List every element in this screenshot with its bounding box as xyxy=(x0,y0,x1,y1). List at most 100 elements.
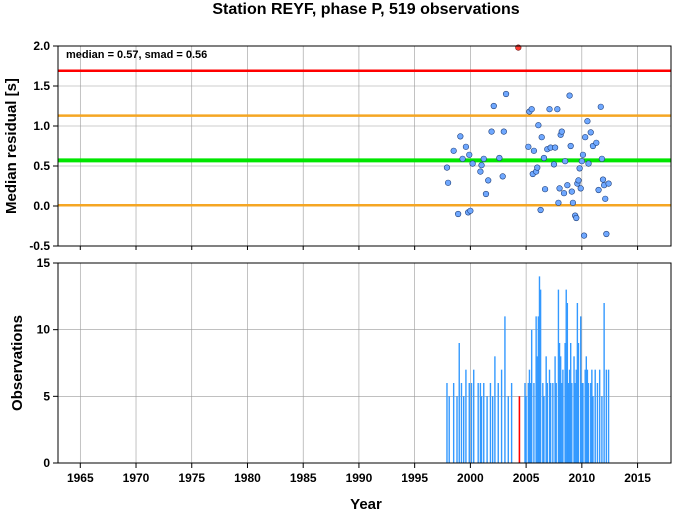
median-smad-annotation: median = 0.57, smad = 0.56 xyxy=(66,49,207,61)
y-tick-label: 5 xyxy=(43,389,50,403)
y-tick-label: 0.5 xyxy=(33,159,50,173)
y-tick-label: -0.5 xyxy=(29,239,50,253)
residual-point xyxy=(478,162,485,169)
reference-lines xyxy=(58,69,671,207)
x-tick-label: 2010 xyxy=(568,471,595,485)
observations-panel: 0 5 10 15 1965 1970 1975 1980 1985 1990 1995 2000 2… xyxy=(9,256,672,511)
year-x-ticks: 1965 1970 1975 1980 1985 1990 1995 2000 2005 2010… xyxy=(67,463,651,485)
x-tick-label: 1980 xyxy=(234,471,261,485)
residual-y-axis-label: Median residual [s] xyxy=(3,78,20,214)
residual-point xyxy=(541,186,549,193)
residual-point xyxy=(602,195,609,202)
residual-point xyxy=(578,158,585,165)
residual-point xyxy=(538,134,545,141)
observations-y-axis-label: Observations xyxy=(9,315,26,411)
figure-title: Station REYF, phase P, 519 observations xyxy=(212,1,519,18)
x-tick-label: 1975 xyxy=(178,471,205,485)
residual-point xyxy=(528,106,535,113)
residual-point xyxy=(558,128,565,135)
x-tick-label: 1985 xyxy=(290,471,317,485)
y-tick-label: 2.0 xyxy=(33,39,50,53)
residual-point xyxy=(488,128,495,135)
y-tick-label: 1.0 xyxy=(33,119,50,133)
observation-bars xyxy=(446,276,610,463)
residual-point xyxy=(567,142,574,150)
residual-point xyxy=(582,134,589,141)
residual-point xyxy=(444,179,452,186)
residual-point xyxy=(502,90,510,98)
residual-points xyxy=(443,44,612,239)
x-tick-label: 2005 xyxy=(513,471,540,485)
residual-grid xyxy=(58,45,671,247)
residual-point xyxy=(496,154,503,162)
y-tick-label: 10 xyxy=(37,323,51,337)
y-tick-label: 0.0 xyxy=(33,199,50,213)
residual-point xyxy=(560,190,568,197)
residual-point xyxy=(462,143,470,150)
residual-point xyxy=(525,143,532,150)
residual-panel-frame xyxy=(57,45,672,247)
residual-point xyxy=(469,160,476,167)
residual-point xyxy=(556,185,563,192)
residual-point xyxy=(597,103,604,110)
y-tick-label: 0 xyxy=(43,456,50,470)
x-tick-label: 2015 xyxy=(624,471,651,485)
residual-point xyxy=(499,173,506,180)
residual-point xyxy=(485,177,492,184)
residual-point xyxy=(482,190,490,198)
residual-point xyxy=(459,155,466,162)
residual-y-ticks: -0.5 0.0 0.5 1.0 1.5 2.0 xyxy=(29,39,639,253)
residual-point xyxy=(490,102,497,110)
residual-point xyxy=(466,151,473,158)
residual-point xyxy=(566,92,573,99)
residual-point xyxy=(457,133,464,140)
y-tick-label: 1.5 xyxy=(33,79,50,93)
residual-point xyxy=(530,147,538,154)
residual-point xyxy=(573,214,580,222)
x-tick-label: 1970 xyxy=(123,471,150,485)
residual-point xyxy=(534,164,541,171)
residual-point xyxy=(535,122,542,129)
residual-point xyxy=(455,210,462,218)
residual-point xyxy=(550,161,558,168)
residual-point xyxy=(603,230,610,238)
residual-point xyxy=(575,177,582,184)
residual-panel: -0.5 0.0 0.5 1.0 1.5 2.0 median = 0.57, smad … xyxy=(3,39,672,253)
x-tick-label: 1965 xyxy=(67,471,94,485)
residual-point xyxy=(555,199,562,206)
residual-point xyxy=(576,165,583,172)
observations-y-ticks: 0 5 10 15 xyxy=(37,256,58,470)
year-x-axis-label: Year xyxy=(350,496,382,511)
residual-point xyxy=(580,232,588,239)
residual-point xyxy=(595,186,602,194)
residual-point xyxy=(540,154,548,162)
residual-point xyxy=(579,151,587,158)
residual-point xyxy=(477,168,484,175)
residual-point xyxy=(569,199,577,206)
residual-point xyxy=(598,155,605,162)
residual-point xyxy=(577,185,584,192)
residual-point xyxy=(443,164,451,171)
x-tick-label: 1995 xyxy=(401,471,428,485)
x-tick-label: 2000 xyxy=(457,471,484,485)
residual-point xyxy=(546,106,553,113)
residual-point xyxy=(605,180,612,187)
x-tick-label: 1990 xyxy=(346,471,373,485)
residual-point xyxy=(480,155,487,162)
residual-point xyxy=(585,160,592,167)
residual-point xyxy=(584,118,591,125)
residual-point xyxy=(562,158,569,165)
residual-point xyxy=(537,206,544,214)
residual-point xyxy=(554,106,561,113)
residual-point xyxy=(587,129,594,136)
residual-point xyxy=(467,207,474,214)
residual-point xyxy=(450,147,457,154)
residual-point xyxy=(568,188,575,195)
y-tick-label: 15 xyxy=(37,256,51,270)
residual-point xyxy=(593,139,600,146)
observations-panel-frame xyxy=(57,262,672,464)
residual-point xyxy=(551,144,559,151)
residual-point xyxy=(500,128,507,135)
residual-point xyxy=(599,176,607,183)
